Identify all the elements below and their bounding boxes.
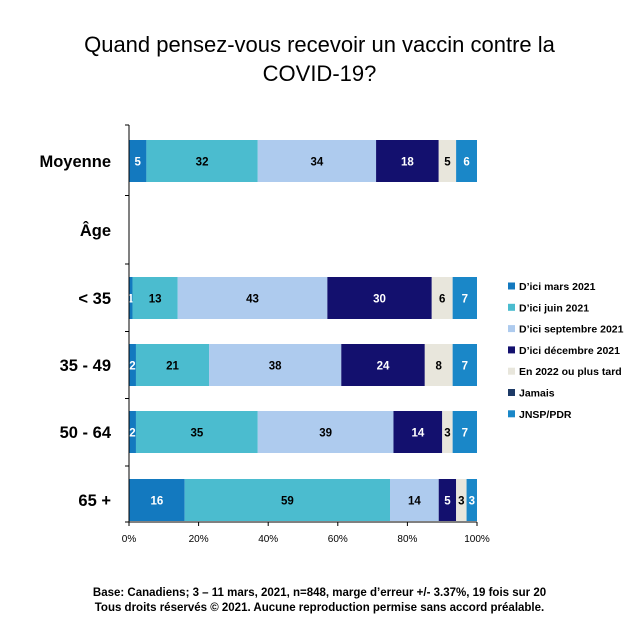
category-label-ge: Âge — [80, 221, 111, 240]
category-label-35: < 35 — [78, 290, 111, 308]
bar-50-64-d-ici-mars-2021 — [129, 411, 136, 453]
bar-50-64-en-2022-ou-plus-tard — [442, 411, 453, 453]
data-label-65-jnsp-pdr: 3 — [469, 496, 475, 508]
data-label-35-49-d-ici-mars-2021: 2 — [129, 361, 135, 373]
bar-35-d-ici-septembre-2021 — [177, 277, 328, 319]
data-label-65-d-ici-juin-2021: 59 — [281, 496, 294, 508]
data-label-35-49-en-2022-ou-plus-tard: 8 — [436, 361, 443, 373]
legend-label-jamais: Jamais — [519, 388, 555, 400]
bar-moyenne-d-ici-mars-2021 — [129, 140, 147, 182]
data-label-35-49-d-ici-juin-2021: 21 — [166, 361, 179, 373]
bar-65-en-2022-ou-plus-tard — [456, 479, 467, 521]
data-label-50-64-d-ici-mars-2021: 2 — [129, 428, 135, 440]
bar-moyenne-d-ici-septembre-2021 — [257, 140, 377, 182]
legend-swatch-jnsp-pdr — [508, 410, 515, 418]
category-label-50-64: 50 - 64 — [60, 424, 112, 442]
legend-swatch-d-ici-septembre-2021 — [508, 325, 515, 333]
data-label-50-64-d-ici-d-cembre-2021: 14 — [411, 428, 424, 440]
data-label-50-64-en-2022-ou-plus-tard: 3 — [444, 428, 450, 440]
data-label-35-49-d-ici-d-cembre-2021: 24 — [377, 361, 390, 373]
bar-35-en-2022-ou-plus-tard — [431, 277, 453, 319]
x-tick-label: 60% — [328, 534, 348, 545]
legend-swatch-d-ici-mars-2021 — [508, 282, 515, 290]
bar-moyenne-d-ici-juin-2021 — [146, 140, 258, 182]
x-tick-label: 40% — [258, 534, 278, 545]
data-label-moyenne-en-2022-ou-plus-tard: 5 — [444, 157, 451, 169]
data-label-35-49-jnsp-pdr: 7 — [462, 361, 468, 373]
bar-moyenne-en-2022-ou-plus-tard — [438, 140, 457, 182]
bar-35-49-d-ici-juin-2021 — [135, 344, 210, 386]
data-label-moyenne-d-ici-septembre-2021: 34 — [311, 157, 324, 169]
data-label-moyenne-d-ici-mars-2021: 5 — [134, 157, 141, 169]
bar-35-d-ici-d-cembre-2021 — [327, 277, 432, 319]
data-label-65-d-ici-septembre-2021: 14 — [408, 496, 421, 508]
legend-swatch-d-ici-d-cembre-2021 — [508, 346, 515, 354]
bar-50-64-d-ici-d-cembre-2021 — [393, 411, 443, 453]
data-label-35-d-ici-mars-2021: 1 — [128, 294, 135, 306]
bar-35-jnsp-pdr — [452, 277, 477, 319]
category-label-moyenne: Moyenne — [39, 153, 111, 171]
x-tick-label: 20% — [189, 534, 209, 545]
legend-swatch-d-ici-juin-2021 — [508, 303, 515, 311]
data-label-50-64-jnsp-pdr: 7 — [462, 428, 468, 440]
data-label-moyenne-d-ici-d-cembre-2021: 18 — [401, 157, 414, 169]
bar-65-d-ici-juin-2021 — [184, 479, 390, 521]
bar-50-64-d-ici-juin-2021 — [135, 411, 258, 453]
data-label-65-d-ici-d-cembre-2021: 5 — [444, 496, 451, 508]
data-label-35-49-d-ici-septembre-2021: 38 — [269, 361, 282, 373]
legend-label-d-ici-d-cembre-2021: D’ici décembre 2021 — [519, 345, 620, 357]
bar-35-49-jnsp-pdr — [452, 344, 477, 386]
bar-35-d-ici-juin-2021 — [132, 277, 178, 319]
bar-35-49-en-2022-ou-plus-tard — [424, 344, 453, 386]
x-tick-label: 80% — [397, 534, 417, 545]
data-label-35-d-ici-septembre-2021: 43 — [246, 294, 259, 306]
category-label-35-49: 35 - 49 — [60, 357, 111, 375]
data-label-50-64-d-ici-juin-2021: 35 — [190, 428, 203, 440]
bar-35-49-d-ici-d-cembre-2021 — [341, 344, 425, 386]
legend-label-jnsp-pdr: JNSP/PDR — [519, 409, 572, 421]
bar-moyenne-d-ici-d-cembre-2021 — [376, 140, 439, 182]
category-label-65: 65 + — [78, 492, 111, 510]
data-label-50-64-d-ici-septembre-2021: 39 — [319, 428, 332, 440]
legend-swatch-en-2022-ou-plus-tard — [508, 367, 515, 375]
data-label-moyenne-jnsp-pdr: 6 — [463, 157, 469, 169]
bar-50-64-d-ici-septembre-2021 — [257, 411, 394, 453]
data-label-moyenne-d-ici-juin-2021: 32 — [196, 157, 209, 169]
chart-footnote: Base: Canadiens; 3 – 11 mars, 2021, n=84… — [0, 586, 639, 616]
data-label-65-d-ici-mars-2021: 16 — [150, 496, 163, 508]
bar-65-d-ici-mars-2021 — [129, 479, 185, 521]
chart-title-line-2: COVID-19? — [262, 61, 377, 86]
legend-label-en-2022-ou-plus-tard: En 2022 ou plus tard — [519, 366, 622, 378]
bar-50-64-jnsp-pdr — [452, 411, 477, 453]
bar-35-d-ici-mars-2021 — [129, 277, 133, 319]
data-label-35-en-2022-ou-plus-tard: 6 — [439, 294, 445, 306]
data-label-65-en-2022-ou-plus-tard: 3 — [458, 496, 464, 508]
chart-title: Quand pensez-vous recevoir un vaccin con… — [0, 30, 639, 88]
legend-swatch-jamais — [508, 389, 515, 396]
legend-label-d-ici-juin-2021: D’ici juin 2021 — [519, 302, 589, 314]
data-label-35-d-ici-juin-2021: 13 — [149, 294, 162, 306]
x-tick-label: 0% — [122, 534, 137, 545]
data-label-35-d-ici-d-cembre-2021: 30 — [373, 294, 386, 306]
bar-moyenne-jnsp-pdr — [456, 140, 477, 182]
legend-label-d-ici-septembre-2021: D’ici septembre 2021 — [519, 324, 624, 336]
bar-65-d-ici-septembre-2021 — [390, 479, 439, 521]
chart-title-line-1: Quand pensez-vous recevoir un vaccin con… — [84, 32, 555, 57]
bar-35-49-d-ici-septembre-2021 — [209, 344, 342, 386]
footnote-base: Base: Canadiens; 3 – 11 mars, 2021, n=84… — [92, 587, 547, 599]
bar-65-d-ici-d-cembre-2021 — [438, 479, 457, 521]
data-label-35-jnsp-pdr: 7 — [462, 294, 468, 306]
bar-35-49-d-ici-mars-2021 — [129, 344, 136, 386]
x-tick-label: 100% — [464, 534, 490, 545]
legend-label-d-ici-mars-2021: D’ici mars 2021 — [519, 281, 596, 293]
bar-65-jnsp-pdr — [466, 479, 477, 521]
footnote-copyright: Tous droits réservés © 2021. Aucune repr… — [94, 602, 545, 614]
